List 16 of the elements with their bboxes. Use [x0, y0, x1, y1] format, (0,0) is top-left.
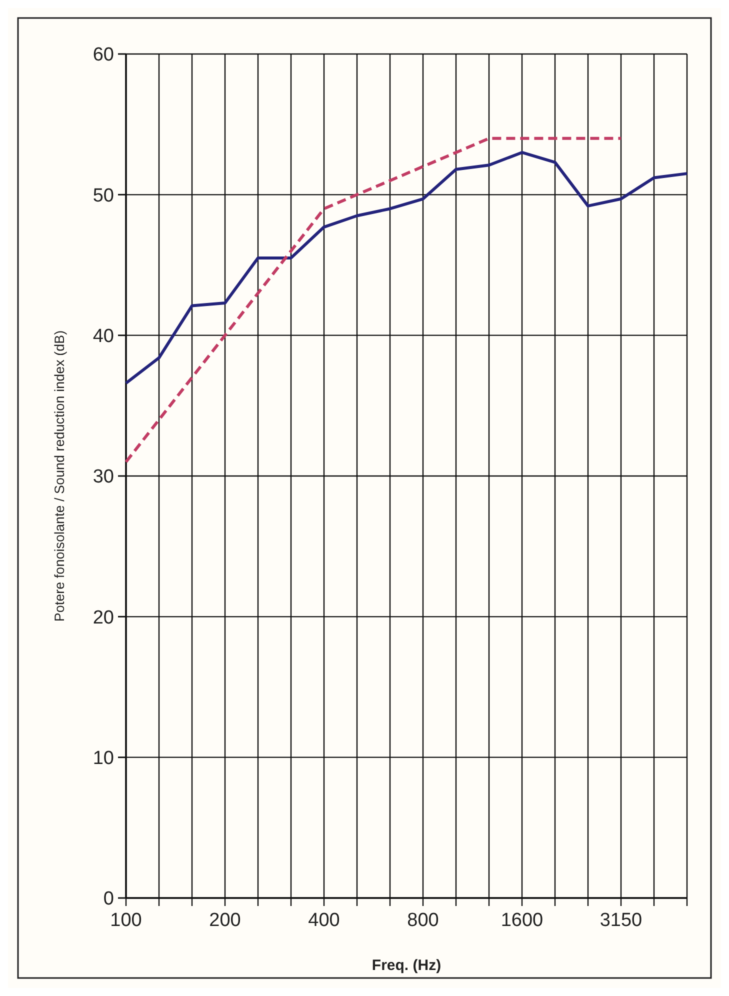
y-tick-label: 10	[92, 748, 114, 769]
y-axis-title: Potere fonoisolante / Sound reduction index (dB)	[52, 330, 67, 622]
y-tick-label: 50	[92, 185, 114, 206]
line-series	[124, 136, 622, 464]
y-tick-label: 40	[92, 326, 114, 347]
x-tick-label: 100	[110, 910, 142, 931]
x-tick-label: 800	[407, 910, 439, 931]
x-tick-label: 400	[308, 910, 340, 931]
x-tick-label: 200	[209, 910, 241, 931]
x-axis-title: Freq. (Hz)	[372, 957, 442, 974]
y-tick-label: 0	[103, 888, 114, 910]
x-tick-label: 3150	[600, 910, 642, 931]
y-tick-label: 60	[92, 44, 114, 66]
y-tick-label: 30	[92, 466, 114, 488]
x-tick-label: 1600	[500, 910, 544, 931]
y-tick-label: 20	[92, 607, 114, 628]
